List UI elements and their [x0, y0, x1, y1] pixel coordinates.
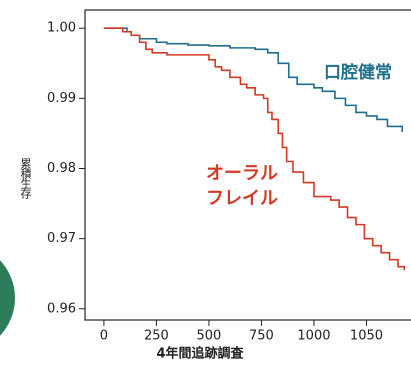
series-label: 口腔健常: [324, 62, 392, 83]
x-tick-label: 0: [100, 329, 108, 344]
y-tick-label: 0.97: [47, 231, 76, 246]
y-axis-label: 累積生存: [19, 158, 32, 199]
y-tick-label: 0.99: [47, 91, 76, 106]
series-line: [103, 27, 406, 271]
x-tick-label: 250: [144, 329, 169, 344]
x-tick-label: 750: [249, 329, 274, 344]
y-tick-label: 0.96: [47, 301, 76, 316]
y-tick-label: 1.00: [47, 21, 76, 36]
y-tick-label: 0.98: [47, 161, 76, 176]
x-tick-label: 1000: [297, 329, 330, 344]
series-label: オーラルフレイル: [206, 163, 278, 209]
x-axis-label: 4年間追跡調査: [156, 346, 244, 362]
x-tick-label: 1050: [350, 329, 383, 344]
series-line: [103, 27, 403, 133]
plot-frame: [84, 9, 411, 321]
x-tick-label: 500: [197, 329, 222, 344]
decoration: [0, 260, 15, 336]
